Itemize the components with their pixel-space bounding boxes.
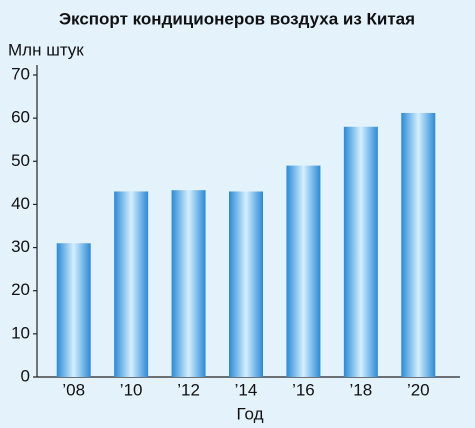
x-tick-label: ’12 bbox=[177, 380, 200, 399]
x-tick-label: ’16 bbox=[292, 380, 315, 399]
bar bbox=[286, 165, 321, 377]
x-tick-label: ’08 bbox=[62, 380, 85, 399]
y-axis-label: Млн штук bbox=[8, 40, 84, 59]
y-tick-label: 70 bbox=[11, 64, 30, 83]
bar bbox=[56, 243, 91, 377]
y-tick-label: 0 bbox=[21, 366, 30, 385]
x-tick-label: ’20 bbox=[407, 380, 430, 399]
bar bbox=[171, 190, 206, 377]
y-tick-label: 40 bbox=[11, 194, 30, 213]
x-tick-label: ’14 bbox=[235, 380, 258, 399]
y-tick-label: 10 bbox=[11, 323, 30, 342]
y-tick-label: 30 bbox=[11, 237, 30, 256]
y-tick-label: 60 bbox=[11, 108, 30, 127]
x-tick-label: ’18 bbox=[350, 380, 373, 399]
bar bbox=[401, 112, 436, 378]
bar bbox=[114, 191, 149, 377]
x-axis-label: Год bbox=[236, 404, 263, 423]
y-tick-label: 20 bbox=[11, 280, 30, 299]
bar bbox=[343, 126, 378, 378]
x-tick-label: ’10 bbox=[120, 380, 143, 399]
chart-title: Экспорт кондиционеров воздуха из Китая bbox=[59, 9, 415, 28]
y-tick-label: 50 bbox=[11, 151, 30, 170]
bar bbox=[229, 191, 263, 377]
